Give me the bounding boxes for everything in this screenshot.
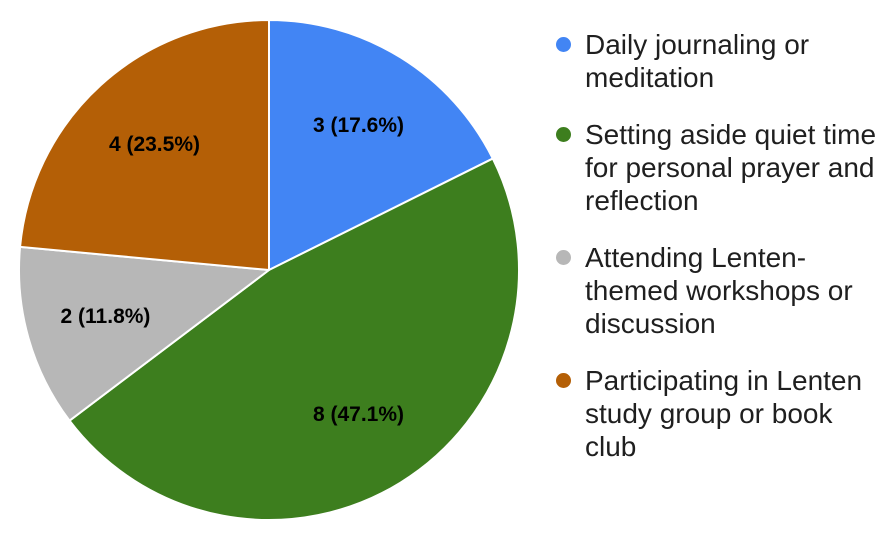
- legend-item-daily-journaling: Daily journaling or meditation: [556, 28, 886, 94]
- legend-label: Participating in Lenten study group or b…: [585, 365, 863, 462]
- legend-label: Attending Lenten-themed workshops or dis…: [585, 242, 853, 339]
- pie-slice-study-group: [19, 19, 270, 271]
- pie-slice-workshops: [18, 245, 270, 422]
- legend-label: Daily journaling or meditation: [585, 29, 810, 93]
- chart-legend: Daily journaling or meditation Setting a…: [556, 28, 886, 487]
- slice-data-label-study-group: 4 (23.5%): [109, 133, 200, 156]
- legend-swatch: [556, 127, 571, 142]
- legend-swatch: [556, 37, 571, 52]
- pie-chart-svg: 3 (17.6%) 8 (47.1%) 2 (11.8%) 4 (23.5%): [18, 19, 520, 521]
- legend-swatch: [556, 250, 571, 265]
- slice-data-label-workshops: 2 (11.8%): [61, 305, 151, 328]
- pie-slice-daily-journaling: [268, 19, 494, 271]
- legend-item-workshops: Attending Lenten-themed workshops or dis…: [556, 241, 886, 340]
- legend-item-quiet-time: Setting aside quiet time for personal pr…: [556, 118, 886, 217]
- legend-swatch: [556, 373, 571, 388]
- legend-item-study-group: Participating in Lenten study group or b…: [556, 364, 886, 463]
- pie-slice-quiet-time: [68, 157, 520, 521]
- legend-label: Setting aside quiet time for personal pr…: [585, 119, 877, 216]
- slice-data-label-quiet-time: 8 (47.1%): [313, 403, 404, 426]
- slice-data-label-daily-journaling: 3 (17.6%): [313, 114, 404, 137]
